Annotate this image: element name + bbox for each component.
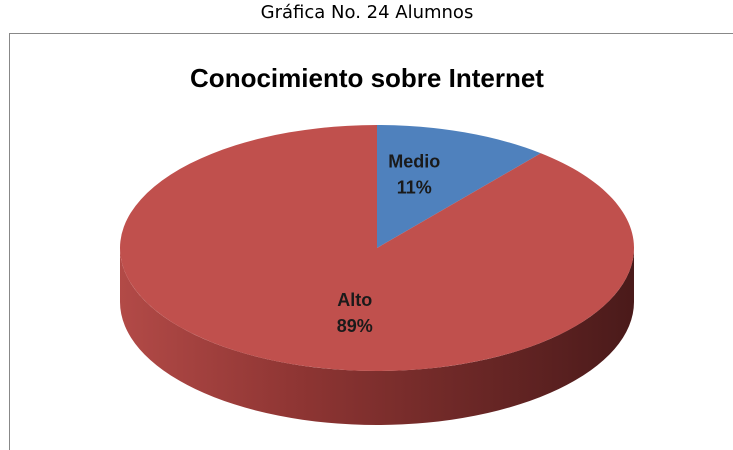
slice-side bbox=[120, 248, 634, 425]
slice-label: Medio bbox=[388, 151, 440, 171]
slice-label: Alto bbox=[337, 290, 372, 310]
slice bbox=[377, 125, 541, 248]
chart-border bbox=[9, 33, 733, 450]
pie: Medio 11% Alto 89% bbox=[119, 125, 634, 425]
chart-title: Conocimiento sobre Internet bbox=[190, 63, 544, 93]
slice-value-label: 11% bbox=[397, 177, 432, 197]
caption: Gráfica No. 24 Alumnos bbox=[261, 2, 474, 23]
slice bbox=[119, 125, 634, 371]
slice-value-label: 89% bbox=[337, 316, 373, 336]
